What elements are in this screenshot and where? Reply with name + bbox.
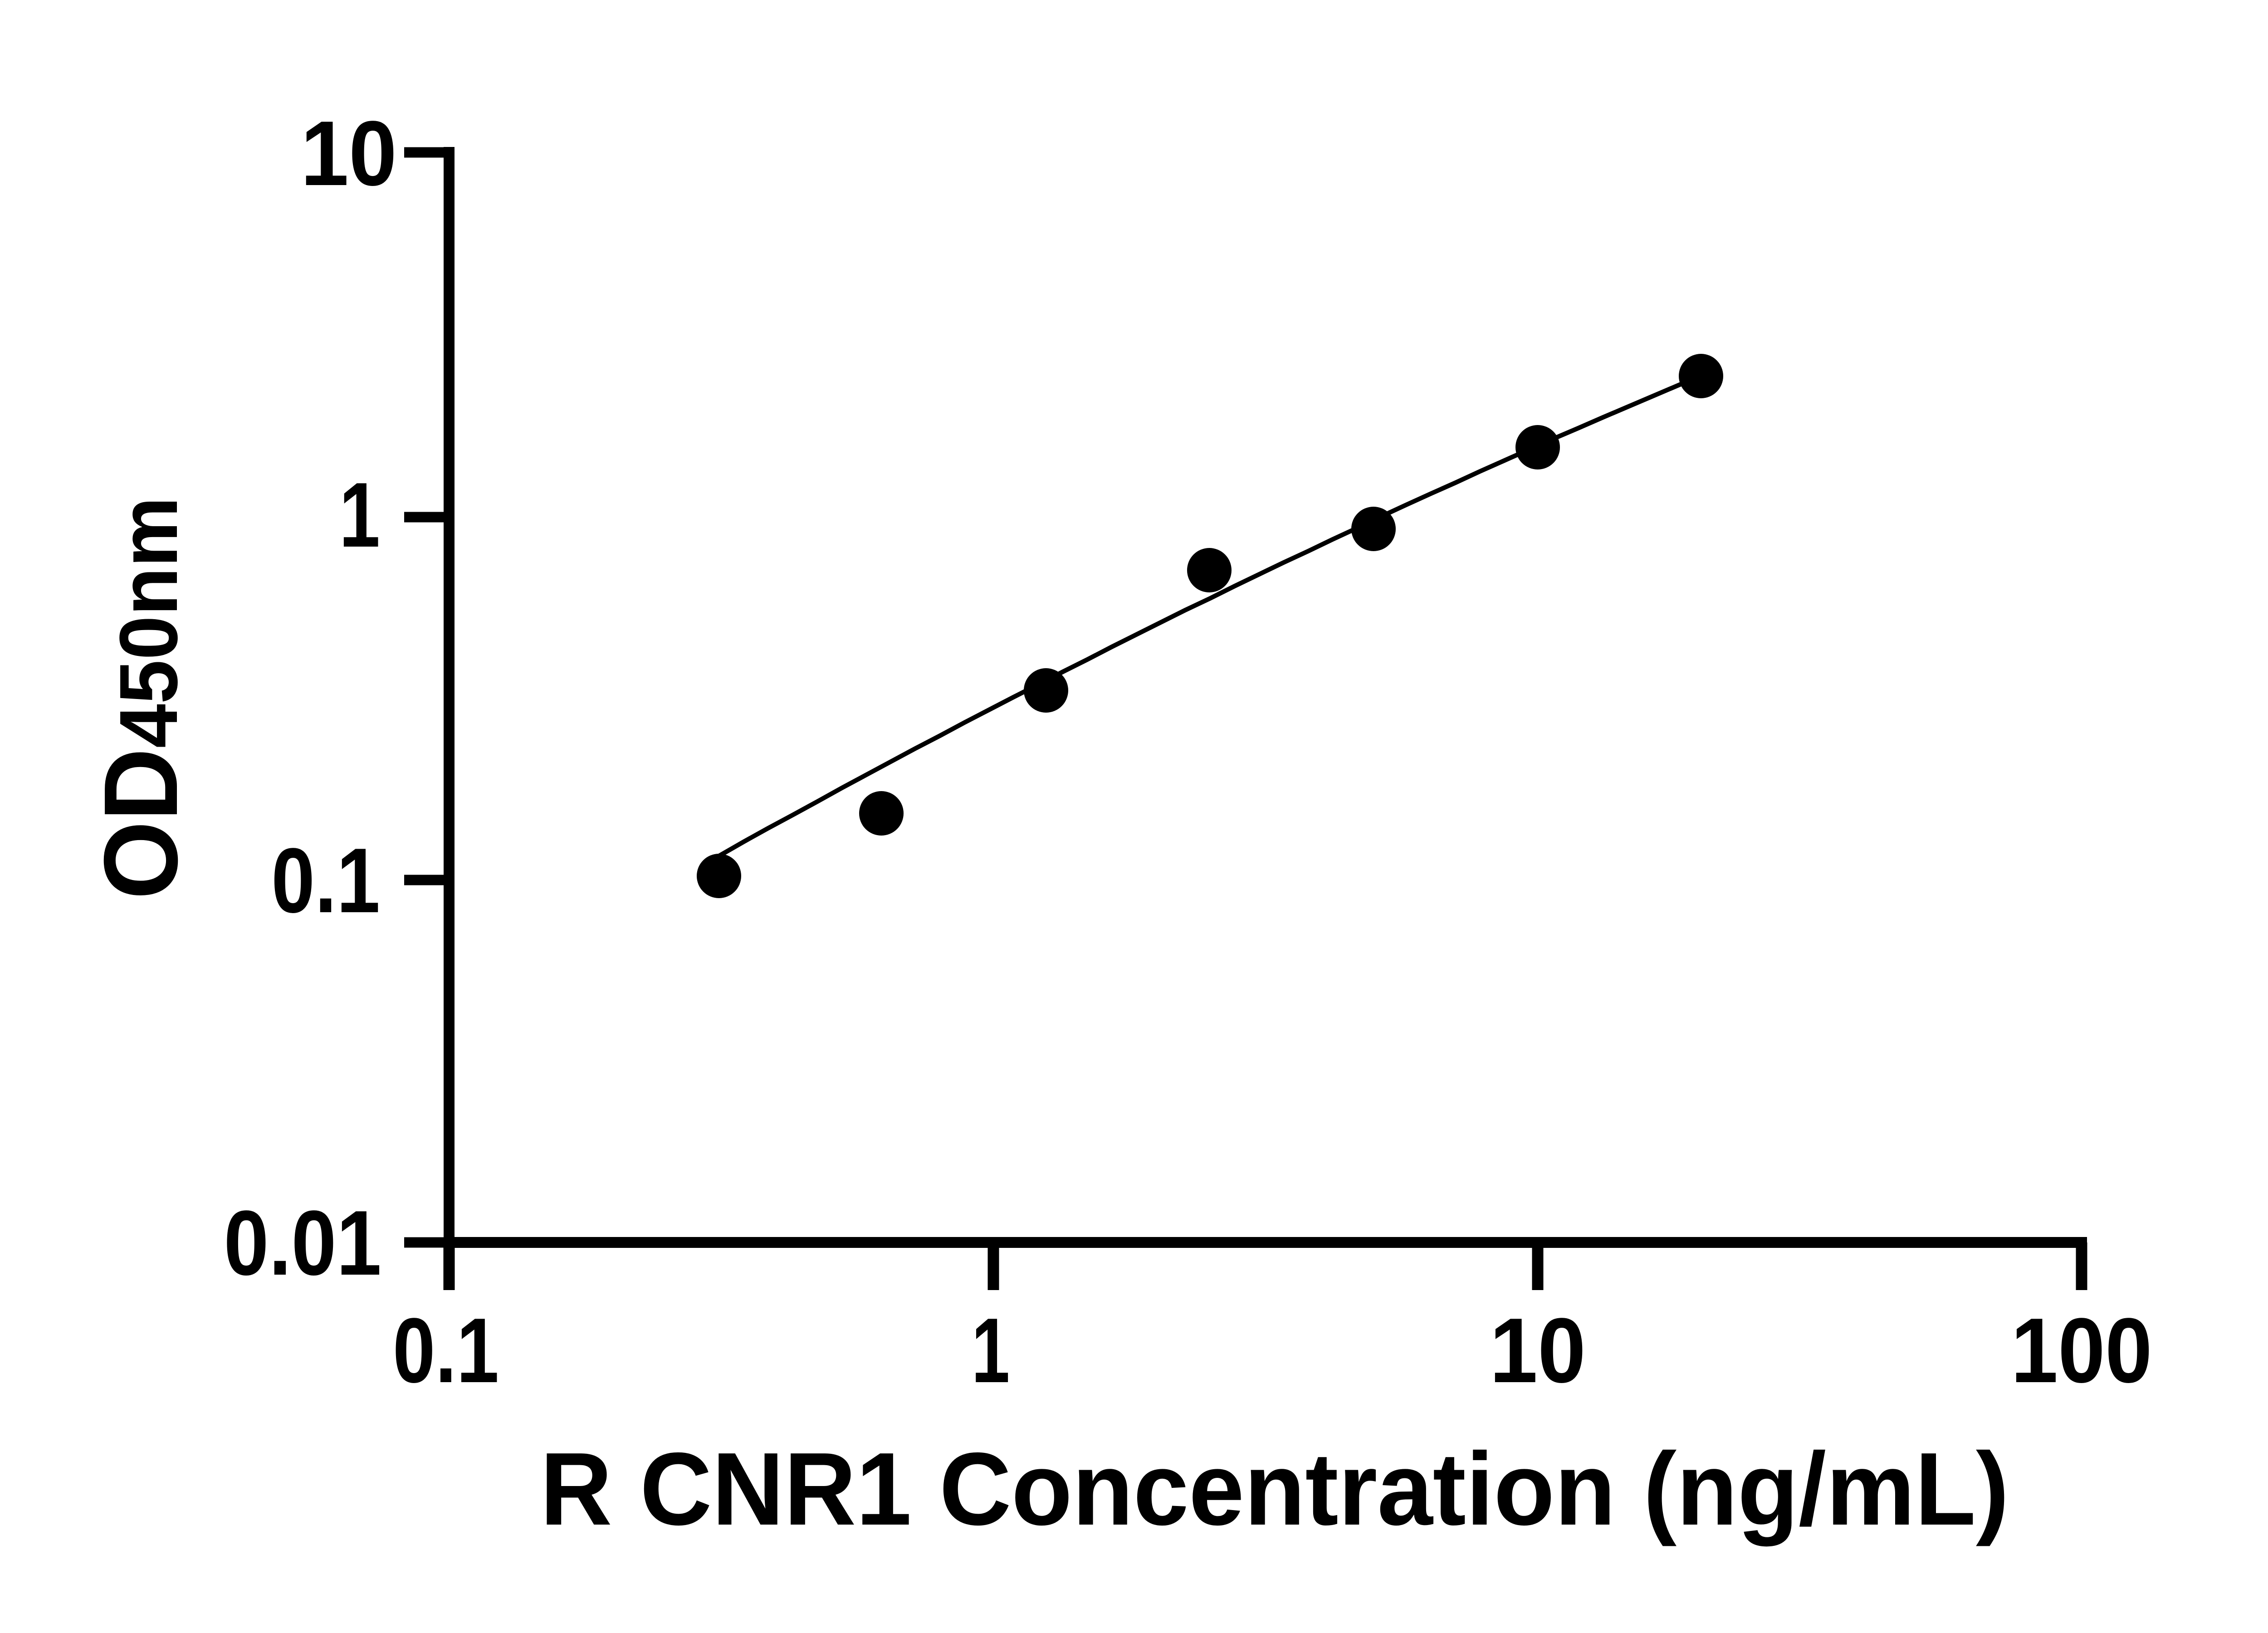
svg-text:R CNR1 Concentration (ng/mL): R CNR1 Concentration (ng/mL) xyxy=(540,1431,2009,1546)
svg-text:0.01: 0.01 xyxy=(224,1191,381,1294)
svg-text:1: 1 xyxy=(972,1300,1010,1402)
svg-text:OD450nm: OD450nm xyxy=(83,497,200,900)
svg-text:1: 1 xyxy=(339,464,380,566)
svg-text:0.1: 0.1 xyxy=(271,829,380,932)
svg-text:100: 100 xyxy=(2011,1299,2152,1402)
svg-text:10: 10 xyxy=(1490,1299,1586,1402)
svg-text:10: 10 xyxy=(301,102,397,205)
svg-text:0.1: 0.1 xyxy=(393,1299,499,1402)
